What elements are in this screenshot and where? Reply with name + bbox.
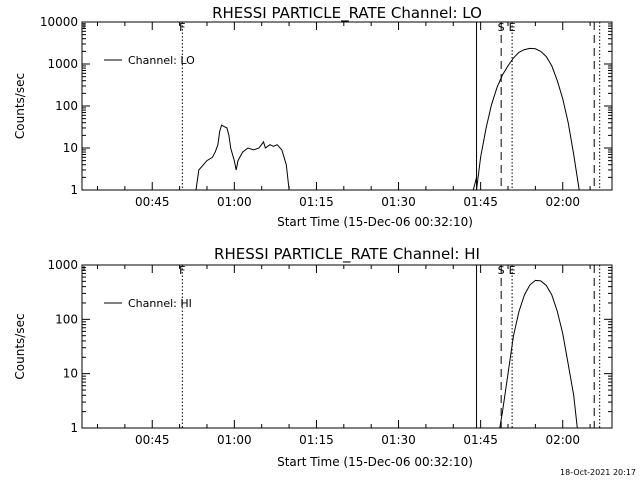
x-tick-label: 01:45 bbox=[463, 195, 498, 209]
plot-frame bbox=[81, 264, 613, 429]
legend-label: Channel: LO bbox=[128, 54, 195, 67]
chart-title: RHESSI PARTICLE_RATE Channel: LO bbox=[212, 4, 482, 23]
marker-label: F bbox=[179, 21, 185, 34]
marker-label: E bbox=[509, 264, 516, 277]
x-axis-label: Start Time (15-Dec-06 00:32:10) bbox=[277, 455, 473, 469]
x-tick-label: 01:15 bbox=[299, 433, 334, 447]
y-tick-label: 10 bbox=[63, 367, 78, 381]
data-series-line bbox=[499, 279, 578, 429]
chart-panel-hi: RHESSI PARTICLE_RATE Channel: HI 1 10 100 10… bbox=[13, 245, 613, 469]
data-series-line bbox=[476, 47, 580, 191]
legend-label: Channel: HI bbox=[128, 297, 192, 310]
chart-title: RHESSI PARTICLE_RATE Channel: HI bbox=[214, 245, 480, 264]
x-tick-label: 01:45 bbox=[463, 433, 498, 447]
y-tick-label: 1000 bbox=[47, 258, 78, 272]
marker-label: S bbox=[498, 21, 505, 34]
y-axis-label: Counts/sec bbox=[13, 313, 27, 379]
x-tick-label: 00:45 bbox=[135, 433, 170, 447]
x-tick-label: 01:15 bbox=[299, 195, 334, 209]
x-tick-label: 01:30 bbox=[381, 433, 416, 447]
x-tick-label: 02:00 bbox=[545, 433, 580, 447]
x-tick-label: 01:30 bbox=[381, 195, 416, 209]
y-tick-label: 1 bbox=[70, 421, 78, 435]
marker-label: S bbox=[498, 264, 505, 277]
y-tick-label: 10 bbox=[63, 141, 78, 155]
x-tick-label: 00:45 bbox=[135, 195, 170, 209]
y-axis-label: Counts/sec bbox=[13, 73, 27, 139]
data-series-line bbox=[195, 124, 290, 191]
y-tick-label: 10000 bbox=[40, 15, 78, 29]
y-tick-label: 100 bbox=[55, 99, 78, 113]
y-tick-label: 100 bbox=[55, 312, 78, 326]
chart-panel-lo: RHESSI PARTICLE_RATE Channel: LO 1 10 100 10… bbox=[13, 4, 613, 229]
x-axis-label: Start Time (15-Dec-06 00:32:10) bbox=[277, 215, 473, 229]
y-tick-label: 1000 bbox=[47, 57, 78, 71]
plot-frame bbox=[81, 21, 613, 191]
data-series-line bbox=[472, 177, 477, 191]
marker-label: E bbox=[509, 21, 516, 34]
x-tick-label: 01:00 bbox=[217, 195, 252, 209]
y-tick-label: 1 bbox=[70, 183, 78, 197]
x-tick-label: 01:00 bbox=[217, 433, 252, 447]
footer-timestamp: 18-Oct-2021 20:17 bbox=[560, 468, 636, 477]
marker-label: F bbox=[179, 264, 185, 277]
x-tick-label: 02:00 bbox=[545, 195, 580, 209]
